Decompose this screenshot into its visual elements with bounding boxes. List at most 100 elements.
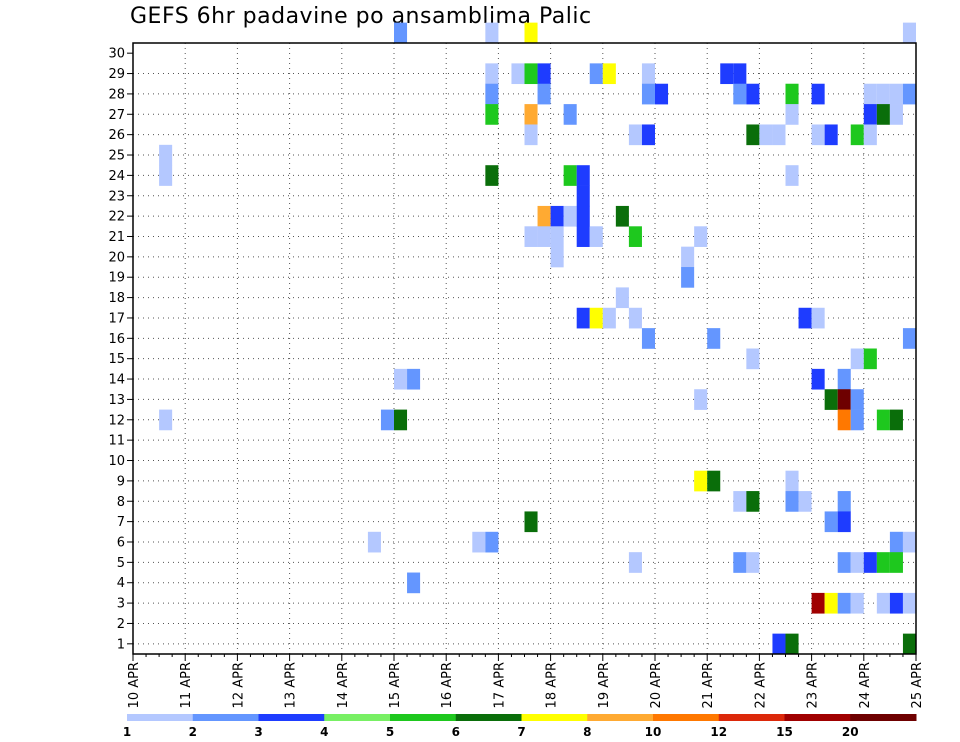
heatmap-cell [407, 368, 421, 390]
y-tick-label: 17 [108, 311, 125, 326]
heatmap-cell [811, 83, 825, 105]
heatmap-cell [524, 124, 538, 146]
heatmap-cell [824, 389, 838, 410]
heatmap-cell [537, 226, 551, 247]
heatmap-cell [589, 226, 603, 247]
heatmap-cell [798, 307, 812, 329]
heatmap-cell [889, 409, 903, 431]
heatmap-cell [902, 328, 916, 349]
heatmap-cell [876, 104, 890, 125]
heatmap-cell [511, 63, 525, 85]
colorbar-label: 7 [517, 725, 525, 739]
heatmap-cell [563, 205, 577, 227]
heatmap-cell [850, 409, 864, 431]
colorbar-label: 3 [254, 725, 262, 739]
heatmap-cell [850, 552, 864, 573]
heatmap-cell [485, 531, 499, 553]
heatmap-cell [733, 83, 747, 105]
colorbar-label: 10 [645, 725, 662, 739]
heatmap-cell [811, 124, 825, 146]
y-tick-label: 21 [108, 230, 125, 245]
colorbar-segment [784, 714, 851, 721]
heatmap-cell [720, 63, 734, 85]
heatmap-cell [641, 83, 655, 105]
heatmap-cell [628, 552, 642, 573]
heatmap-cells [159, 22, 916, 655]
x-tick-label: 19 APR [597, 662, 612, 708]
heatmap-cell [537, 63, 551, 85]
x-tick-label: 15 APR [388, 662, 403, 708]
colorbar-segment [587, 714, 654, 721]
colorbar-label: 12 [710, 725, 727, 739]
y-tick-label: 2 [117, 617, 125, 632]
heatmap-cell [485, 22, 499, 44]
heatmap-cell [694, 470, 708, 492]
colorbar-segment [127, 714, 194, 721]
colorbar-label: 1 [123, 725, 131, 739]
heatmap-cell [824, 511, 838, 533]
heatmap-cell [850, 124, 864, 146]
heatmap-cell [159, 144, 173, 166]
heatmap-cell [824, 124, 838, 146]
heatmap-cell [876, 83, 890, 105]
heatmap-cell [863, 552, 877, 573]
heatmap-cell [524, 104, 538, 125]
y-tick-label: 12 [108, 413, 125, 428]
heatmap-cell [524, 511, 538, 533]
heatmap-cell [733, 63, 747, 85]
heatmap-cell [394, 22, 408, 44]
heatmap-cell [837, 511, 851, 533]
heatmap-cell [628, 226, 642, 247]
y-tick-label: 10 [108, 454, 125, 469]
x-tick-label: 24 APR [858, 662, 873, 708]
heatmap-cell [902, 633, 916, 655]
colorbar-segment [455, 714, 522, 721]
colorbar-label: 4 [320, 725, 328, 739]
heatmap-cell [563, 165, 577, 186]
heatmap-cell [785, 633, 799, 655]
y-tick-label: 5 [117, 556, 125, 571]
x-tick-label: 10 APR [127, 662, 142, 708]
y-tick-label: 23 [108, 189, 125, 204]
heatmap-cell [407, 572, 421, 594]
heatmap-cell [837, 368, 851, 390]
heatmap-cell [785, 165, 799, 186]
y-tick-label: 16 [108, 332, 125, 347]
y-tick-label: 6 [117, 535, 125, 550]
heatmap-cell [367, 531, 381, 553]
heatmap-cell [902, 531, 916, 553]
heatmap-cell [811, 368, 825, 390]
heatmap-cell [537, 205, 551, 227]
heatmap-cell [589, 307, 603, 329]
heatmap-cell [681, 267, 695, 288]
heatmap-cell [785, 104, 799, 125]
heatmap-cell [602, 307, 616, 329]
y-tick-label: 30 [108, 47, 125, 62]
heatmap-cell [394, 368, 408, 390]
y-tick-label: 13 [108, 393, 125, 408]
heatmap-cell [811, 592, 825, 614]
heatmap-cell [837, 409, 851, 431]
y-tick-label: 25 [108, 149, 125, 164]
heatmap-cell [550, 246, 564, 268]
heatmap-cell [485, 104, 499, 125]
heatmap-cell [785, 470, 799, 492]
heatmap-cell [602, 63, 616, 85]
x-tick-label: 20 APR [649, 662, 664, 708]
heatmap-cell [524, 63, 538, 85]
colorbar-segment [258, 714, 325, 721]
heatmap-cell [485, 63, 499, 85]
heatmap-cell [746, 124, 760, 146]
x-tick-label: 25 APR [910, 662, 925, 708]
heatmap-cell [889, 104, 903, 125]
colorbar-segment [653, 714, 720, 721]
colorbar-segment [390, 714, 457, 721]
heatmap-cell [863, 124, 877, 146]
x-tick-label: 17 APR [492, 662, 507, 708]
y-tick-label: 24 [108, 169, 125, 184]
x-tick-label: 13 APR [284, 662, 299, 708]
heatmap-cell [889, 531, 903, 553]
heatmap-cell [576, 307, 590, 329]
heatmap-cell [837, 491, 851, 512]
y-tick-label: 27 [108, 108, 125, 123]
